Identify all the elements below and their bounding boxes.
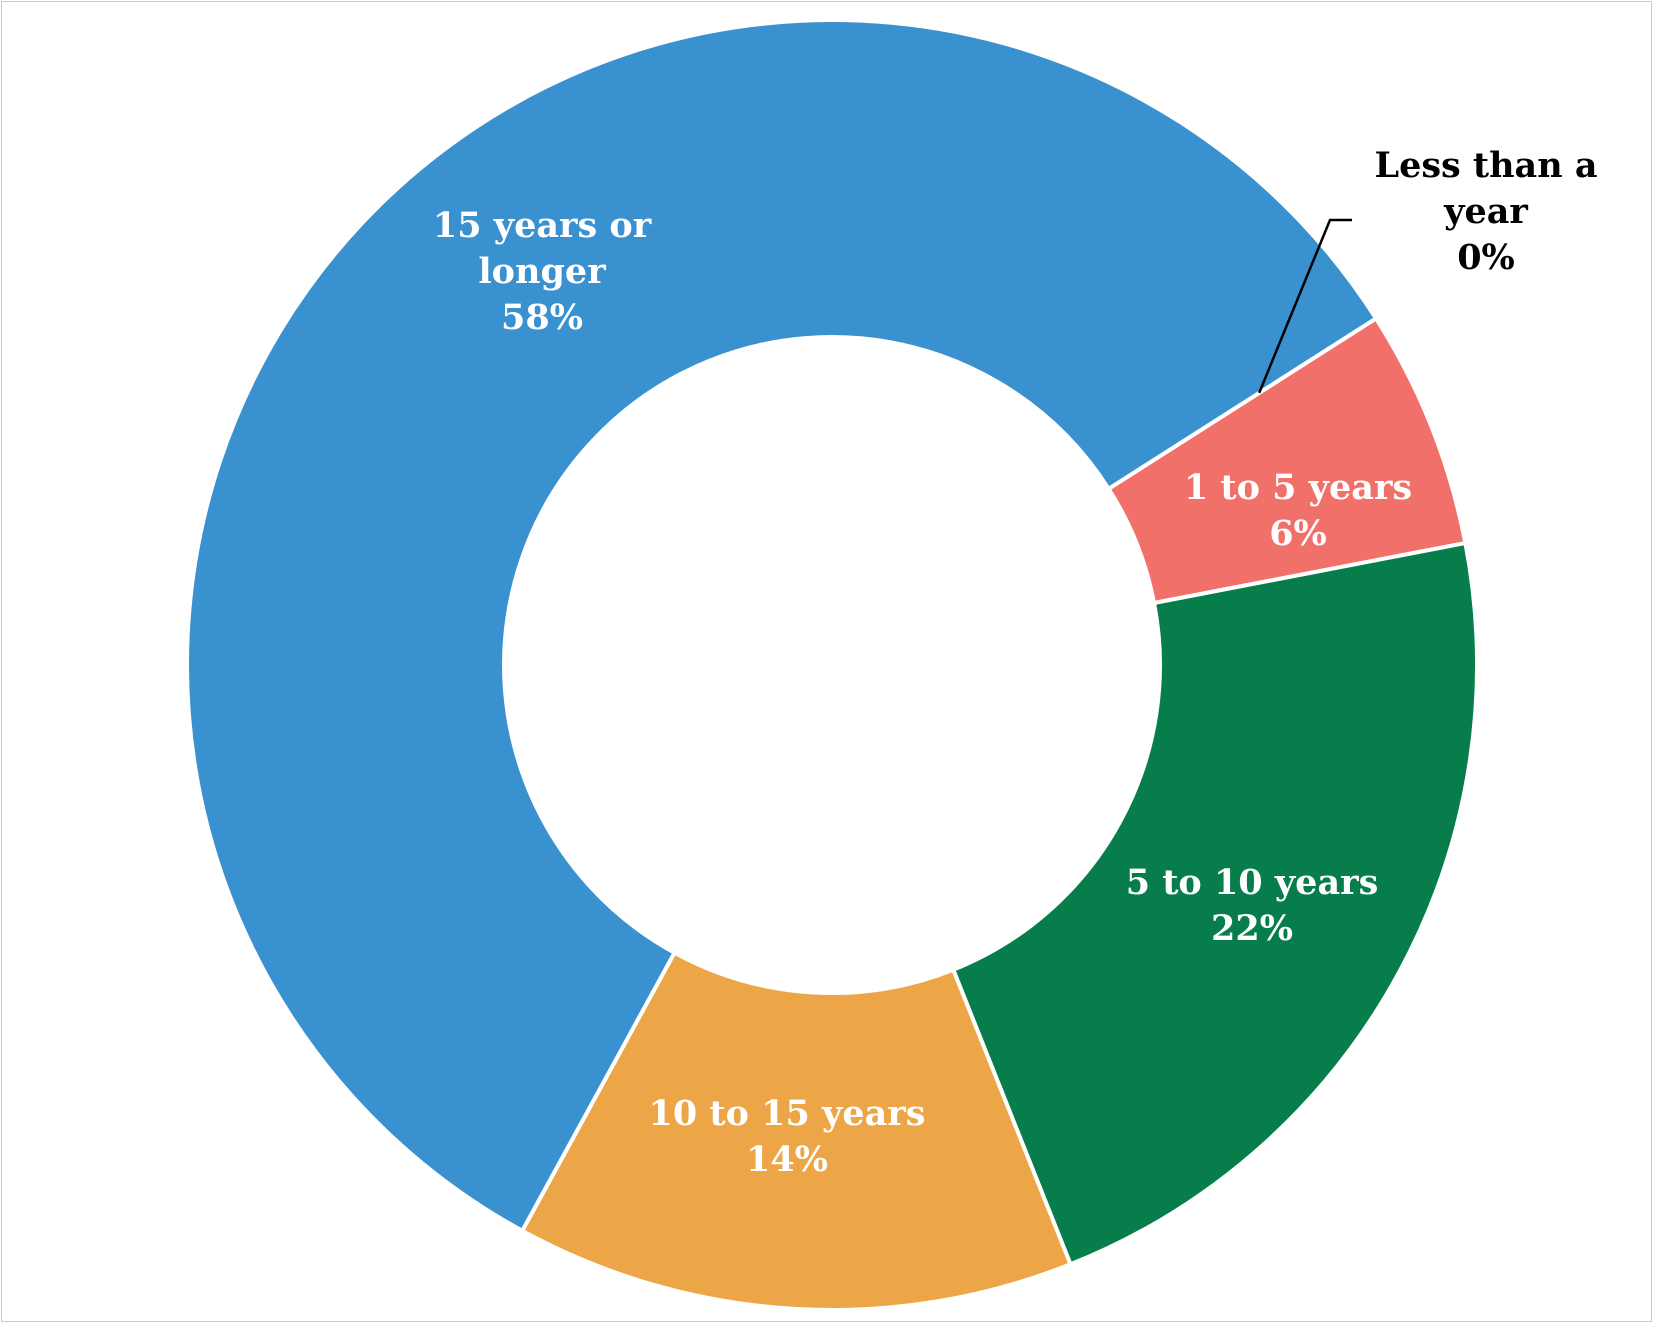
data-label-value: 0% [1457, 237, 1515, 278]
data-label-15-years-or-longer: 15 years or longer 58% [433, 205, 652, 338]
data-label-5-to-10-years: 5 to 10 years 22% [1126, 862, 1379, 949]
slices-layer [185, 18, 1479, 1312]
data-label-name-line: longer [478, 251, 606, 292]
data-label-1-to-5-years: 1 to 5 years 6% [1184, 467, 1412, 554]
data-label-value: 22% [1211, 908, 1293, 949]
data-label-name-line: 10 to 15 years [649, 1093, 926, 1134]
data-label-value: 58% [501, 297, 583, 338]
data-label-value: 14% [746, 1139, 828, 1180]
slice-10-to-15-years [519, 949, 1074, 1312]
data-label-name-line: year [1443, 191, 1528, 232]
data-label-name-line: 1 to 5 years [1184, 467, 1412, 508]
data-label-10-to-15-years: 10 to 15 years 14% [649, 1093, 926, 1180]
slice-5-to-10-years [950, 540, 1479, 1267]
leader-line [1258, 218, 1352, 394]
labels-layer: Less than a year 0% 1 to 5 years 6% 5 to 10 y… [433, 145, 1598, 1180]
slice-15-years-or-longer [185, 18, 1379, 1234]
data-label-name-line: 15 years or [433, 205, 652, 246]
data-label-name-line: 5 to 10 years [1126, 862, 1379, 903]
data-label-name-line: Less than a [1374, 145, 1597, 186]
data-label-value: 6% [1269, 513, 1327, 554]
data-label-less-than-a-year: Less than a year 0% [1374, 145, 1597, 278]
